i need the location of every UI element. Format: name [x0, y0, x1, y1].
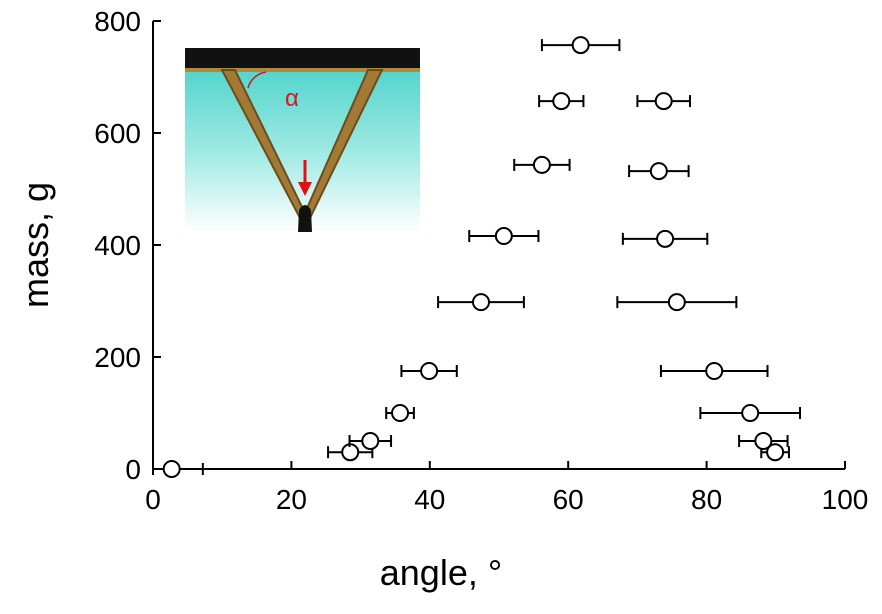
point: [654, 92, 673, 111]
point: [766, 443, 785, 462]
point: [361, 432, 380, 450]
point: [754, 432, 773, 450]
point: [705, 362, 724, 380]
point: [472, 293, 491, 312]
point: [420, 362, 439, 380]
point: [656, 229, 675, 248]
x-tick-label: 100: [822, 484, 869, 515]
x-axis-label: angle, °: [380, 552, 502, 593]
y-axis-label: mass, g: [15, 182, 56, 308]
point: [494, 227, 513, 246]
x-tick-label: 80: [691, 484, 722, 515]
y-tick-label: 600: [94, 118, 141, 149]
y-tick-label: 400: [94, 230, 141, 261]
inset-label: α: [285, 85, 299, 112]
point: [162, 460, 181, 478]
x-tick-label: 60: [553, 484, 584, 515]
point: [552, 92, 571, 111]
point: [649, 162, 668, 181]
y-tick-label: 0: [125, 454, 141, 485]
point: [391, 404, 410, 422]
y-tick-label: 200: [94, 342, 141, 373]
x-tick-label: 40: [414, 484, 445, 515]
point: [667, 293, 686, 312]
x-tick-label: 20: [276, 484, 307, 515]
point: [532, 155, 551, 174]
y-tick-label: 800: [94, 6, 141, 37]
inset-photo: α: [185, 48, 420, 232]
x-tick-label: 0: [145, 484, 161, 515]
point: [571, 36, 590, 55]
point: [741, 404, 760, 422]
